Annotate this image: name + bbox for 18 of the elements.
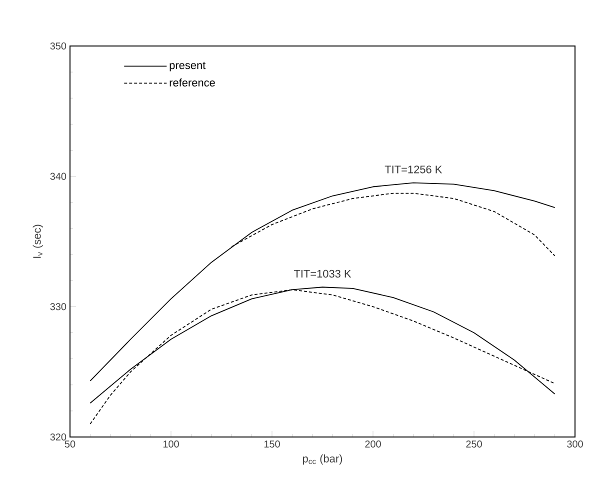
y-tick-label: 320	[50, 433, 66, 441]
x-tick-label: 200	[365, 440, 381, 448]
line-series	[90, 289, 556, 424]
x-tick-label: 150	[264, 440, 280, 448]
x-tick-label: 50	[64, 440, 76, 448]
y-tick-label: 330	[50, 303, 66, 310]
line-series	[90, 182, 556, 382]
annotation: TIT=1033 K	[294, 270, 352, 278]
y-tick-label: 350	[50, 42, 66, 50]
x-tick-label: 250	[466, 440, 482, 448]
legend-label: present	[170, 62, 206, 72]
x-tick-label: 300	[567, 440, 583, 448]
annotation: TIT=1256 K	[384, 166, 442, 174]
y-axis-title: I$_{v}$ (sec)	[32, 224, 44, 258]
legend-label: reference	[170, 78, 215, 87]
x-tick-label: 100	[163, 440, 179, 448]
y-tick-label: 340	[50, 172, 66, 180]
x-axis-title: p$_{cc}$ (bar)	[302, 454, 342, 465]
